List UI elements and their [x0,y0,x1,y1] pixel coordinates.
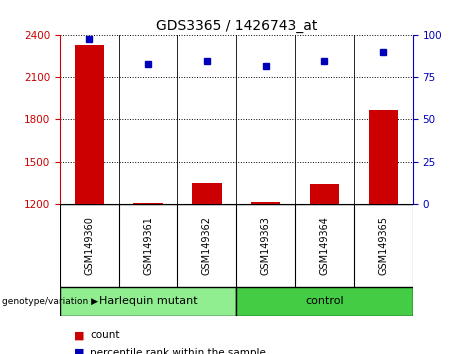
Text: GSM149365: GSM149365 [378,216,388,275]
Text: ■: ■ [74,348,84,354]
Bar [310,184,339,204]
Text: Harlequin mutant: Harlequin mutant [99,296,197,306]
Title: GDS3365 / 1426743_at: GDS3365 / 1426743_at [155,19,317,33]
Bar [236,287,413,316]
Text: genotype/variation ▶: genotype/variation ▶ [2,297,98,306]
Text: percentile rank within the sample: percentile rank within the sample [90,348,266,354]
Text: GSM149363: GSM149363 [260,216,271,275]
Text: control: control [305,296,344,306]
Text: GSM149362: GSM149362 [202,216,212,275]
Bar [251,202,280,204]
Bar [192,183,222,204]
Bar [75,45,104,204]
Bar [133,203,163,204]
Text: GSM149360: GSM149360 [84,216,95,275]
Text: ■: ■ [74,330,84,340]
Bar [368,110,398,204]
Text: GSM149364: GSM149364 [319,216,330,275]
Text: count: count [90,330,119,340]
Text: GSM149361: GSM149361 [143,216,153,275]
Bar [60,287,236,316]
